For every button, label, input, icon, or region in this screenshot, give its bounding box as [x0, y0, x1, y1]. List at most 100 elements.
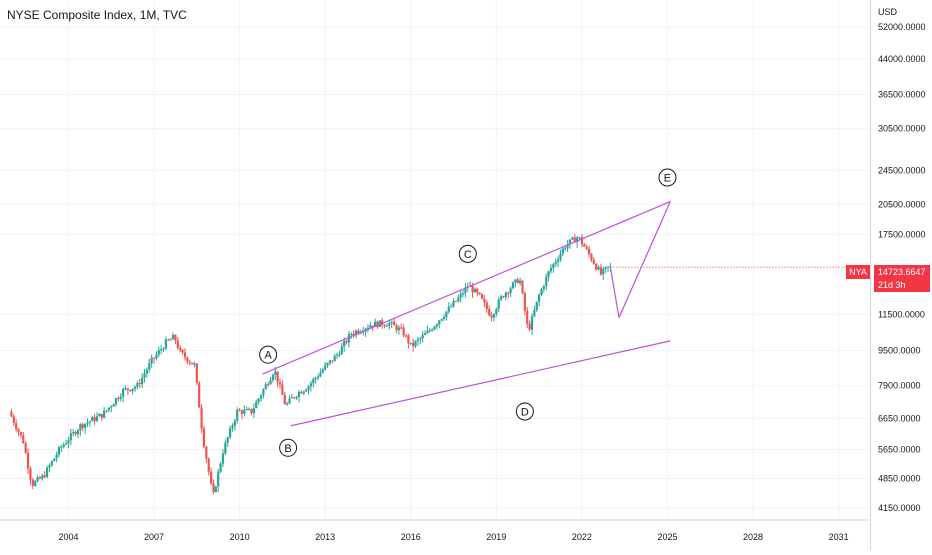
candle-body — [174, 335, 177, 341]
candle-body — [267, 384, 270, 386]
candle-body — [95, 416, 99, 421]
candle-body — [41, 475, 44, 479]
candle-body — [509, 288, 512, 294]
candle-body — [321, 369, 324, 373]
candle-body — [217, 471, 220, 487]
time-axis[interactable]: 2004 2007 2010 2013 2016 2019 2022 2025 2028 2031 — [0, 519, 870, 542]
candle-body — [354, 330, 358, 335]
candle-body — [114, 398, 118, 405]
candle-body — [31, 479, 34, 486]
candle-body — [179, 347, 182, 350]
candle-body — [226, 437, 229, 443]
candle-body — [412, 342, 415, 347]
drawing-layer[interactable] — [262, 200, 671, 427]
candle-body — [228, 428, 232, 438]
candle-body — [19, 431, 23, 436]
candle-body — [388, 322, 391, 326]
candle-body — [390, 321, 393, 323]
currency-label: USD — [878, 7, 898, 17]
candle-body — [452, 301, 455, 307]
candle-body — [302, 391, 305, 394]
candle-body — [433, 326, 436, 330]
candle-body — [169, 339, 172, 341]
time-axis-label: 2016 — [401, 532, 421, 542]
candle-body — [53, 458, 56, 462]
wave-label-b: B — [279, 438, 298, 457]
wave-labels[interactable]: A B C D E — [259, 168, 677, 457]
candle-body — [297, 392, 301, 397]
candle-body — [350, 333, 353, 335]
candle-body — [15, 423, 18, 430]
candle-body — [578, 237, 581, 239]
trendline — [262, 200, 671, 375]
candle-body — [395, 325, 398, 331]
candle-body — [236, 409, 239, 421]
candle-body — [497, 299, 500, 310]
candle-body — [112, 404, 115, 407]
candle-body — [186, 357, 189, 362]
candle-body — [542, 286, 545, 289]
chart-title: NYSE Composite Index, 1M, TVC — [7, 8, 187, 22]
candle-body — [22, 435, 25, 444]
candle-body — [416, 339, 419, 342]
wave-label-circle — [515, 402, 534, 421]
candle-body — [155, 354, 158, 359]
candle-body — [126, 388, 129, 390]
candle-body — [76, 430, 80, 435]
candle-body — [10, 411, 13, 417]
candle-body — [511, 282, 515, 289]
candle-body — [100, 413, 103, 418]
candle-body — [426, 330, 429, 334]
candle-body — [119, 396, 122, 399]
candle-body — [604, 267, 607, 269]
candle-body — [34, 481, 37, 486]
candle-body — [83, 423, 87, 428]
candle-body — [397, 327, 400, 331]
candle-body — [243, 409, 246, 414]
candle-body — [81, 424, 84, 428]
candle-body — [205, 446, 208, 459]
candle-body — [331, 360, 334, 362]
candle-body — [314, 377, 317, 380]
candle-body — [145, 369, 149, 374]
candle-body — [316, 376, 320, 378]
candlestick-series — [10, 233, 870, 495]
candle-body — [485, 302, 488, 309]
candle-body — [428, 330, 431, 332]
candle-body — [221, 453, 225, 464]
candle-body — [423, 333, 427, 335]
candle-body — [371, 325, 374, 327]
candle-body — [402, 327, 405, 336]
candle-body — [488, 308, 491, 316]
candle-body — [383, 325, 386, 327]
candle-body — [259, 395, 263, 399]
time-axis-label: 2025 — [657, 532, 677, 542]
candle-body — [595, 263, 598, 270]
time-axis-label: 2019 — [486, 532, 506, 542]
candle-body — [181, 349, 184, 353]
candle-body — [580, 237, 584, 245]
candle-body — [193, 363, 196, 365]
candle-body — [231, 425, 234, 429]
candle-body — [117, 398, 120, 400]
candle-body — [64, 443, 68, 445]
candle-body — [195, 363, 198, 383]
candle-body — [357, 330, 360, 333]
wave-label-circle — [259, 345, 278, 364]
candle-body — [528, 323, 531, 330]
candle-body — [587, 248, 591, 255]
candle-body — [547, 271, 550, 277]
candle-body — [86, 422, 89, 424]
candle-body — [552, 263, 555, 268]
candle-body — [214, 486, 217, 492]
candle-body — [440, 319, 443, 321]
candle-body — [36, 477, 39, 482]
candle-body — [224, 442, 227, 454]
candle-body — [48, 465, 51, 468]
candle-body — [45, 467, 49, 477]
candle-body — [312, 379, 315, 384]
candle-body — [457, 297, 460, 302]
time-axis-label: 2010 — [230, 532, 250, 542]
